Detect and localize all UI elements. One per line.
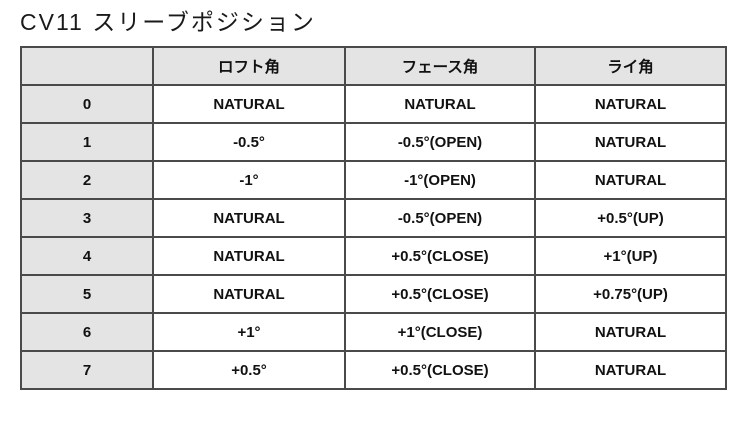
sleeve-position-table: ロフト角 フェース角 ライ角 0 NATURAL NATURAL NATURAL…: [20, 46, 727, 390]
cell-lie: NATURAL: [534, 312, 727, 352]
cell-loft: -1°: [152, 160, 346, 200]
table-header-row: ロフト角 フェース角 ライ角: [20, 46, 727, 86]
cell-loft: +0.5°: [152, 350, 346, 390]
cell-position: 4: [20, 236, 154, 276]
cell-face: -1°(OPEN): [344, 160, 536, 200]
cell-position: 5: [20, 274, 154, 314]
cell-face: -0.5°(OPEN): [344, 198, 536, 238]
table-row: 1 -0.5° -0.5°(OPEN) NATURAL: [20, 122, 727, 162]
cell-face: +0.5°(CLOSE): [344, 350, 536, 390]
cell-loft: -0.5°: [152, 122, 346, 162]
table-body: 0 NATURAL NATURAL NATURAL 1 -0.5° -0.5°(…: [20, 84, 727, 390]
column-header-face-angle: フェース角: [344, 46, 536, 86]
cell-face: NATURAL: [344, 84, 536, 124]
cell-lie: NATURAL: [534, 84, 727, 124]
column-header-lie-angle: ライ角: [534, 46, 727, 86]
table-row: 2 -1° -1°(OPEN) NATURAL: [20, 160, 727, 200]
column-header-position: [20, 46, 154, 86]
cell-lie: +1°(UP): [534, 236, 727, 276]
cell-loft: NATURAL: [152, 274, 346, 314]
table-row: 4 NATURAL +0.5°(CLOSE) +1°(UP): [20, 236, 727, 276]
sleeve-position-table-container: ロフト角 フェース角 ライ角 0 NATURAL NATURAL NATURAL…: [20, 46, 727, 390]
cell-lie: NATURAL: [534, 350, 727, 390]
cell-loft: NATURAL: [152, 236, 346, 276]
cell-loft: NATURAL: [152, 84, 346, 124]
cell-position: 0: [20, 84, 154, 124]
cell-position: 6: [20, 312, 154, 352]
cell-face: +0.5°(CLOSE): [344, 274, 536, 314]
cell-position: 3: [20, 198, 154, 238]
table-row: 7 +0.5° +0.5°(CLOSE) NATURAL: [20, 350, 727, 390]
page-title: CV11 スリーブポジション: [20, 9, 316, 35]
cell-lie: NATURAL: [534, 160, 727, 200]
table-header: ロフト角 フェース角 ライ角: [20, 46, 727, 86]
table-row: 5 NATURAL +0.5°(CLOSE) +0.75°(UP): [20, 274, 727, 314]
cell-face: +1°(CLOSE): [344, 312, 536, 352]
cell-face: +0.5°(CLOSE): [344, 236, 536, 276]
column-header-loft-angle: ロフト角: [152, 46, 346, 86]
cell-loft: +1°: [152, 312, 346, 352]
table-row: 6 +1° +1°(CLOSE) NATURAL: [20, 312, 727, 352]
cell-position: 7: [20, 350, 154, 390]
cell-lie: +0.5°(UP): [534, 198, 727, 238]
table-row: 0 NATURAL NATURAL NATURAL: [20, 84, 727, 124]
cell-position: 1: [20, 122, 154, 162]
cell-face: -0.5°(OPEN): [344, 122, 536, 162]
table-row: 3 NATURAL -0.5°(OPEN) +0.5°(UP): [20, 198, 727, 238]
cell-loft: NATURAL: [152, 198, 346, 238]
cell-lie: +0.75°(UP): [534, 274, 727, 314]
cell-lie: NATURAL: [534, 122, 727, 162]
cell-position: 2: [20, 160, 154, 200]
